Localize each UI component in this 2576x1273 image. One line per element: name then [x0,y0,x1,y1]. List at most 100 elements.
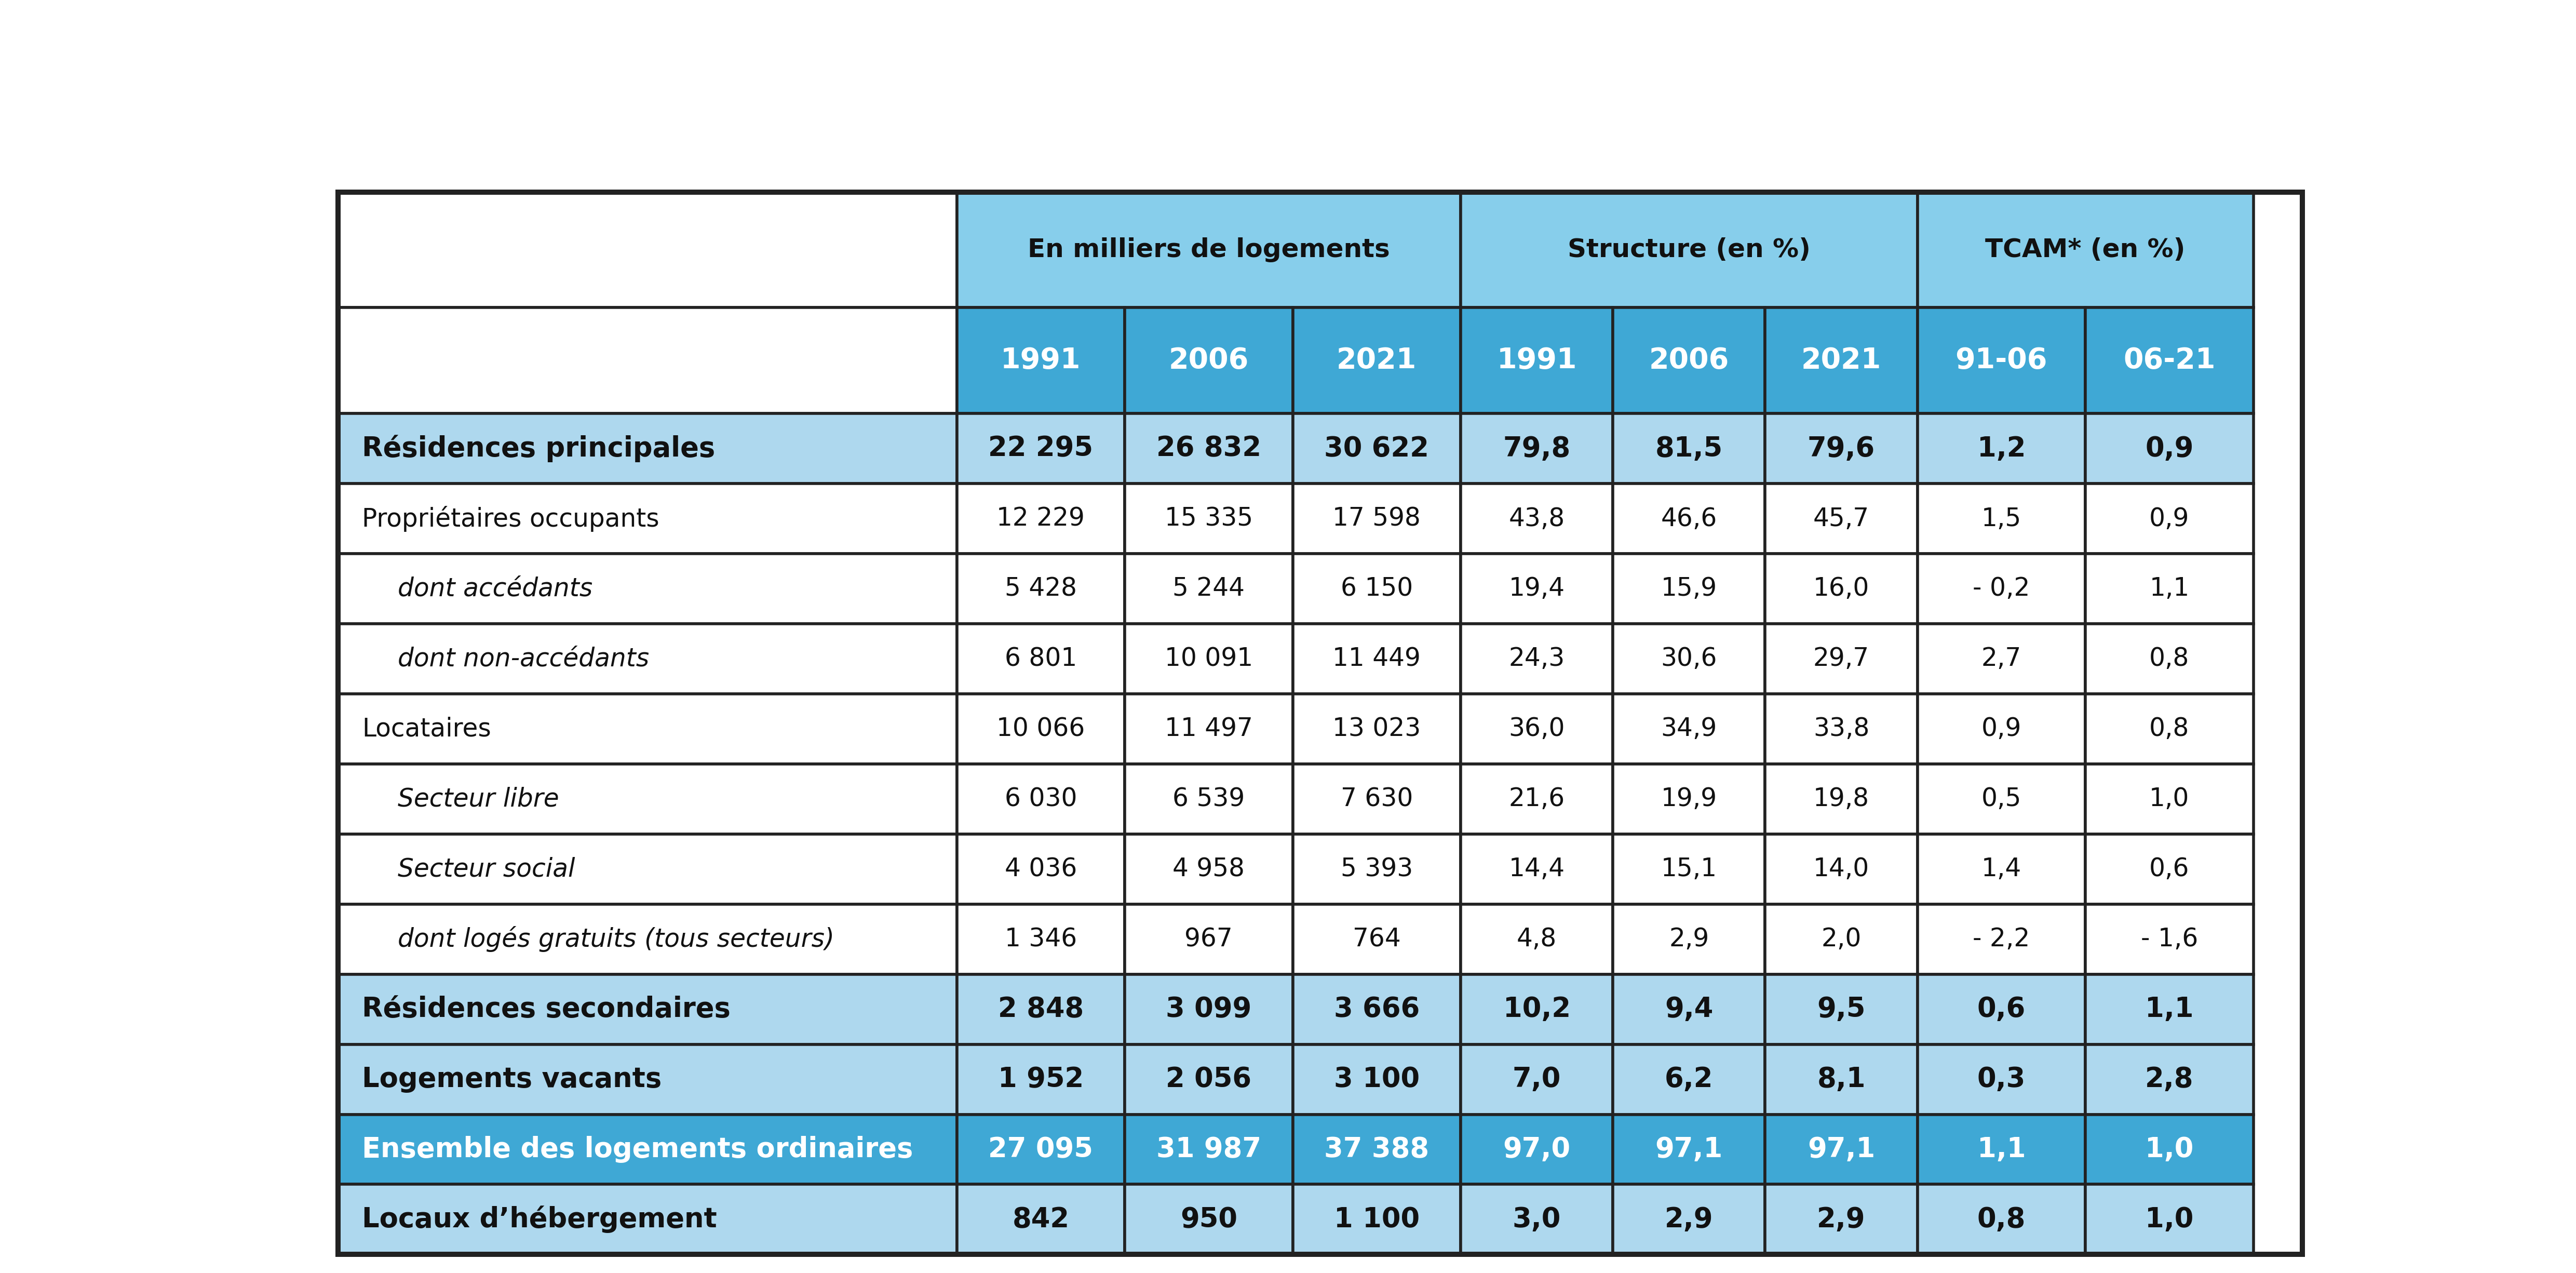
Bar [1461,192,1917,308]
Text: 0,6: 0,6 [2148,857,2190,881]
Text: 43,8: 43,8 [1510,507,1564,531]
Bar [1765,764,1917,834]
Bar [1917,904,2087,974]
Text: 2021: 2021 [1337,346,1417,374]
Text: 1991: 1991 [999,346,1082,374]
Bar [2087,308,2254,414]
Text: 19,4: 19,4 [1510,577,1564,601]
Bar [1293,764,1461,834]
Text: 34,9: 34,9 [1662,717,1718,741]
Text: 3 100: 3 100 [1334,1066,1419,1092]
Bar [1765,904,1917,974]
Bar [1765,554,1917,624]
Text: 2,9: 2,9 [1669,927,1708,952]
Text: 15,9: 15,9 [1662,577,1718,601]
Bar [1613,484,1765,554]
Bar [2087,414,2254,484]
Bar [1126,764,1293,834]
Bar [1461,484,1613,554]
Text: 7 630: 7 630 [1340,787,1412,811]
Text: 0,3: 0,3 [1978,1066,2025,1092]
Bar [1126,484,1293,554]
Bar [1461,554,1613,624]
Bar [956,414,1126,484]
Text: 2021: 2021 [1801,346,1880,374]
Bar [1917,1114,2087,1184]
Bar [1765,1044,1917,1114]
Bar [1293,414,1461,484]
Bar [1293,484,1461,554]
Bar [1126,624,1293,694]
Text: dont accédants: dont accédants [397,577,592,601]
Text: 5 393: 5 393 [1340,857,1412,881]
Text: 97,1: 97,1 [1656,1136,1723,1164]
Bar [1917,1044,2087,1114]
Text: 1,4: 1,4 [1981,857,2022,881]
Text: 6 801: 6 801 [1005,647,1077,671]
Bar [1613,974,1765,1044]
Text: 0,5: 0,5 [1981,787,2022,811]
Bar [1765,624,1917,694]
Text: 97,0: 97,0 [1502,1136,1571,1164]
Text: 97,1: 97,1 [1808,1136,1875,1164]
Bar [2087,904,2254,974]
Text: Locataires: Locataires [361,717,492,741]
Bar [1126,1114,1293,1184]
Bar [1613,624,1765,694]
Bar [1293,554,1461,624]
Bar [1613,834,1765,904]
Text: - 1,6: - 1,6 [2141,927,2197,952]
Bar [1613,764,1765,834]
Text: 10 091: 10 091 [1164,647,1252,671]
Text: dont logés gratuits (tous secteurs): dont logés gratuits (tous secteurs) [397,927,835,952]
Bar [337,974,956,1044]
Bar [1765,308,1917,414]
Text: 36,0: 36,0 [1510,717,1566,741]
Bar [956,624,1126,694]
Bar [337,192,956,308]
Text: 11 497: 11 497 [1164,717,1252,741]
Text: 1,0: 1,0 [2146,1206,2195,1234]
Text: 1,0: 1,0 [2146,1136,2195,1164]
Text: 37 388: 37 388 [1324,1136,1430,1164]
Text: 5 244: 5 244 [1172,577,1244,601]
Bar [1126,308,1293,414]
Bar [1126,1184,1293,1254]
Bar [1126,1044,1293,1114]
Text: 2 056: 2 056 [1167,1066,1252,1092]
Text: 21,6: 21,6 [1510,787,1564,811]
Text: 2,0: 2,0 [1821,927,1862,952]
Text: 22 295: 22 295 [989,435,1092,462]
Text: 79,6: 79,6 [1808,435,1875,462]
Bar [1765,484,1917,554]
Text: 79,8: 79,8 [1502,435,1571,462]
Bar [1613,1044,1765,1114]
Bar [1126,414,1293,484]
Text: 5 428: 5 428 [1005,577,1077,601]
Text: 19,9: 19,9 [1662,787,1718,811]
Bar [337,694,956,764]
Bar [2087,1184,2254,1254]
Text: 15 335: 15 335 [1164,507,1252,531]
Text: 19,8: 19,8 [1814,787,1870,811]
Bar [1293,308,1461,414]
Text: 17 598: 17 598 [1332,507,1422,531]
Bar [956,834,1126,904]
Text: 13 023: 13 023 [1332,717,1422,741]
Bar [1917,834,2087,904]
Bar [337,1044,956,1114]
Bar [1293,834,1461,904]
Text: 0,9: 0,9 [2146,435,2195,462]
Bar [2087,764,2254,834]
Bar [1461,764,1613,834]
Bar [1917,414,2087,484]
Text: En milliers de logements: En milliers de logements [1028,237,1391,262]
Text: 1991: 1991 [1497,346,1577,374]
Text: 6 150: 6 150 [1340,577,1412,601]
Text: - 2,2: - 2,2 [1973,927,2030,952]
Bar [1461,1114,1613,1184]
Bar [1765,974,1917,1044]
Bar [1917,308,2087,414]
Bar [2087,1114,2254,1184]
Text: 0,9: 0,9 [1981,717,2022,741]
